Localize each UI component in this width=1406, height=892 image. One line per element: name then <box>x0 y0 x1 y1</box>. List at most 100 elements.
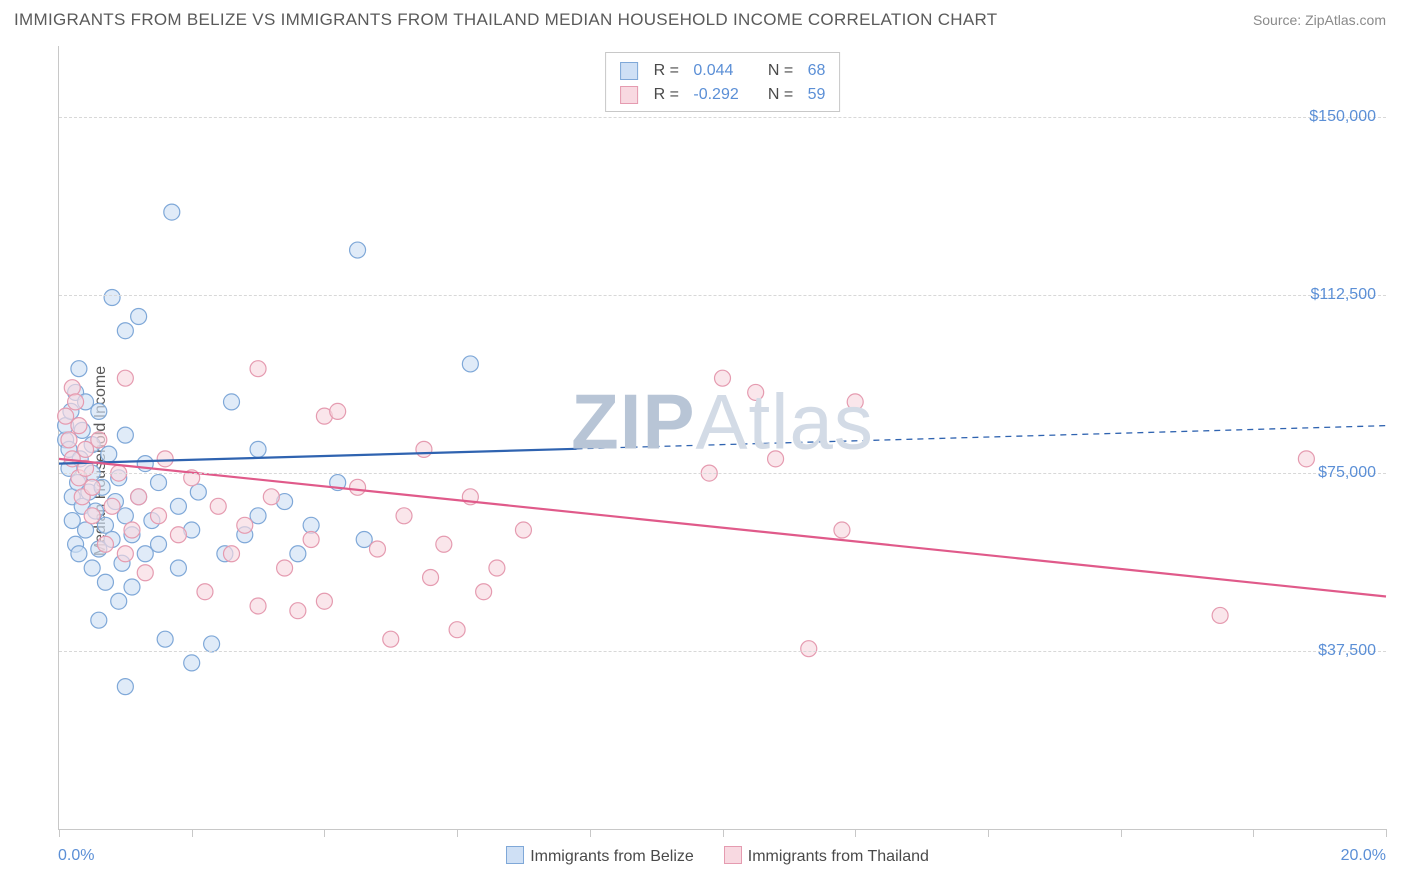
scatter-point-thailand <box>303 532 319 548</box>
stat-row-thailand: R = -0.292 N = 59 <box>620 83 826 107</box>
stat-r-value-belize: 0.044 <box>689 59 749 83</box>
scatter-point-belize <box>157 631 173 647</box>
gridline <box>59 473 1386 474</box>
scatter-point-belize <box>151 536 167 552</box>
scatter-point-thailand <box>250 598 266 614</box>
scatter-point-thailand <box>124 522 140 538</box>
scatter-point-belize <box>303 517 319 533</box>
scatter-point-thailand <box>515 522 531 538</box>
scatter-point-thailand <box>748 384 764 400</box>
chart-title: IMMIGRANTS FROM BELIZE VS IMMIGRANTS FRO… <box>14 10 997 30</box>
scatter-point-belize <box>78 522 94 538</box>
legend-item-belize: Immigrants from Belize <box>506 846 694 866</box>
scatter-point-thailand <box>330 403 346 419</box>
stat-n-prefix: N = <box>759 83 793 107</box>
scatter-point-thailand <box>369 541 385 557</box>
scatter-point-thailand <box>84 508 100 524</box>
chart-source: Source: ZipAtlas.com <box>1253 12 1386 28</box>
gridline <box>59 117 1386 118</box>
scatter-point-thailand <box>1298 451 1314 467</box>
plot-svg <box>59 46 1386 829</box>
trend-line-thailand <box>59 459 1386 597</box>
scatter-point-belize <box>117 508 133 524</box>
scatter-point-belize <box>204 636 220 652</box>
scatter-point-thailand <box>290 603 306 619</box>
scatter-point-belize <box>184 655 200 671</box>
stat-n-prefix: N = <box>759 59 793 83</box>
scatter-point-belize <box>104 290 120 306</box>
scatter-point-belize <box>117 679 133 695</box>
stat-r-prefix: R = <box>654 59 679 83</box>
scatter-point-thailand <box>396 508 412 524</box>
gridline <box>59 295 1386 296</box>
scatter-point-belize <box>290 546 306 562</box>
trend-line-ext-belize <box>577 426 1386 449</box>
legend-item-thailand: Immigrants from Thailand <box>724 846 929 866</box>
scatter-point-thailand <box>847 394 863 410</box>
scatter-point-thailand <box>383 631 399 647</box>
scatter-point-thailand <box>350 479 366 495</box>
scatter-point-thailand <box>78 441 94 457</box>
stat-n-value-thailand: 59 <box>803 83 825 107</box>
scatter-point-belize <box>224 394 240 410</box>
scatter-point-thailand <box>104 498 120 514</box>
chart-container: Median Household Income ZIPAtlas R = 0.0… <box>14 46 1386 876</box>
y-tick-label: $37,500 <box>1318 642 1376 660</box>
scatter-point-thailand <box>97 536 113 552</box>
scatter-point-thailand <box>834 522 850 538</box>
scatter-point-belize <box>137 546 153 562</box>
correlation-stat-box: R = 0.044 N = 68R = -0.292 N = 59 <box>605 52 841 112</box>
scatter-point-thailand <box>263 489 279 505</box>
scatter-point-belize <box>151 475 167 491</box>
scatter-point-thailand <box>151 508 167 524</box>
scatter-point-thailand <box>210 498 226 514</box>
scatter-point-belize <box>164 204 180 220</box>
plot-area: ZIPAtlas R = 0.044 N = 68R = -0.292 N = … <box>58 46 1386 830</box>
scatter-point-thailand <box>157 451 173 467</box>
scatter-point-thailand <box>61 432 77 448</box>
scatter-point-thailand <box>277 560 293 576</box>
scatter-point-thailand <box>64 380 80 396</box>
scatter-point-thailand <box>68 394 84 410</box>
scatter-point-belize <box>117 427 133 443</box>
scatter-point-belize <box>101 446 117 462</box>
scatter-point-thailand <box>768 451 784 467</box>
x-axis-min-label: 0.0% <box>58 847 94 865</box>
legend-label-belize: Immigrants from Belize <box>530 848 694 865</box>
legend-swatch-thailand <box>724 846 742 864</box>
scatter-point-thailand <box>423 569 439 585</box>
scatter-point-thailand <box>1212 607 1228 623</box>
x-axis-row: 0.0% Immigrants from BelizeImmigrants fr… <box>58 836 1386 876</box>
scatter-point-thailand <box>117 546 133 562</box>
scatter-point-thailand <box>91 432 107 448</box>
scatter-point-belize <box>462 356 478 372</box>
scatter-point-thailand <box>71 418 87 434</box>
scatter-point-belize <box>190 484 206 500</box>
legend-swatch-belize <box>506 846 524 864</box>
scatter-point-thailand <box>84 479 100 495</box>
scatter-point-thailand <box>197 584 213 600</box>
stat-r-prefix: R = <box>654 83 679 107</box>
chart-header: IMMIGRANTS FROM BELIZE VS IMMIGRANTS FRO… <box>0 0 1406 36</box>
scatter-point-thailand <box>131 489 147 505</box>
x-axis-max-label: 20.0% <box>1341 847 1386 865</box>
scatter-point-thailand <box>416 441 432 457</box>
scatter-point-thailand <box>476 584 492 600</box>
scatter-point-belize <box>250 441 266 457</box>
scatter-point-thailand <box>237 517 253 533</box>
legend-swatch-belize <box>620 62 638 80</box>
scatter-point-thailand <box>449 622 465 638</box>
scatter-point-belize <box>350 242 366 258</box>
trend-line-belize <box>59 449 577 464</box>
x-tick <box>1386 829 1387 837</box>
scatter-point-belize <box>356 532 372 548</box>
legend-label-thailand: Immigrants from Thailand <box>748 848 929 865</box>
scatter-point-belize <box>124 579 140 595</box>
y-tick-label: $112,500 <box>1310 286 1376 304</box>
scatter-point-belize <box>97 574 113 590</box>
stat-r-value-thailand: -0.292 <box>689 83 749 107</box>
scatter-point-belize <box>64 513 80 529</box>
scatter-point-thailand <box>801 641 817 657</box>
bottom-legend: Immigrants from Belize Immigrants from Th… <box>506 846 929 866</box>
scatter-point-thailand <box>250 361 266 377</box>
